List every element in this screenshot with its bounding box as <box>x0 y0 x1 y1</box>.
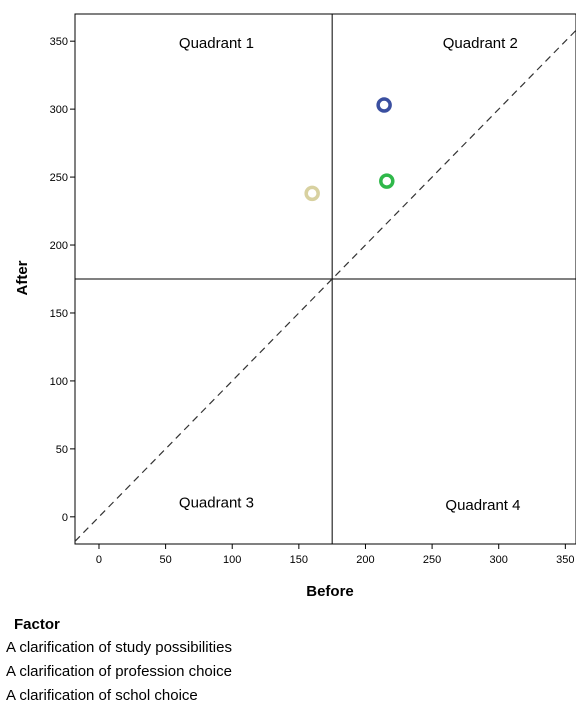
x-tick-label: 350 <box>556 554 574 566</box>
quadrant-label: Quadrant 1 <box>179 35 254 52</box>
x-tick-label: 300 <box>490 554 508 566</box>
data-point <box>376 97 392 113</box>
x-tick-label: 150 <box>290 554 308 566</box>
quadrant-labels: Quadrant 1 Quadrant 2 Quadrant 3 Quadrant 4 <box>179 35 521 514</box>
y-tick-label: 50 <box>56 444 68 456</box>
x-tick-label: 50 <box>159 554 171 566</box>
scatter-chart: 0 50 100 150 200 250 300 350 0 50 100 150 200 250 300 3… <box>14 13 576 600</box>
legend-title: Factor <box>14 616 60 633</box>
y-tick-label: 250 <box>50 172 68 184</box>
x-tick-label: 0 <box>96 554 102 566</box>
quadrant-label: Quadrant 3 <box>179 494 254 511</box>
x-axis-label: Before <box>306 583 354 600</box>
x-tick-label: 100 <box>223 554 241 566</box>
x-tick-label: 200 <box>356 554 374 566</box>
data-points <box>304 97 395 202</box>
y-tick-label: 100 <box>50 376 68 388</box>
y-tick-label: 200 <box>50 240 68 252</box>
data-point <box>379 173 395 189</box>
y-tick-label: 150 <box>50 308 68 320</box>
x-tick-label: 250 <box>423 554 441 566</box>
legend-item-profession: A clarification of profession choice <box>6 663 232 680</box>
legend-item-study: A clarification of study possibilities <box>6 639 232 656</box>
y-tick-label: 300 <box>50 104 68 116</box>
legend: Factor A clarification of study possibil… <box>6 614 566 708</box>
quadrant-label: Quadrant 4 <box>445 497 520 514</box>
quadrant-label: Quadrant 2 <box>443 35 518 52</box>
y-tick-label: 350 <box>50 36 68 48</box>
y-tick-label: 0 <box>62 512 68 524</box>
legend-item-school: A clarification of schol choice <box>6 687 198 704</box>
data-point <box>304 185 320 202</box>
tick-group: 0 50 100 150 200 250 300 350 0 50 100 150 200 250 300 3… <box>50 36 575 566</box>
reference-lines <box>74 14 576 544</box>
y-axis-label: After <box>14 260 31 295</box>
